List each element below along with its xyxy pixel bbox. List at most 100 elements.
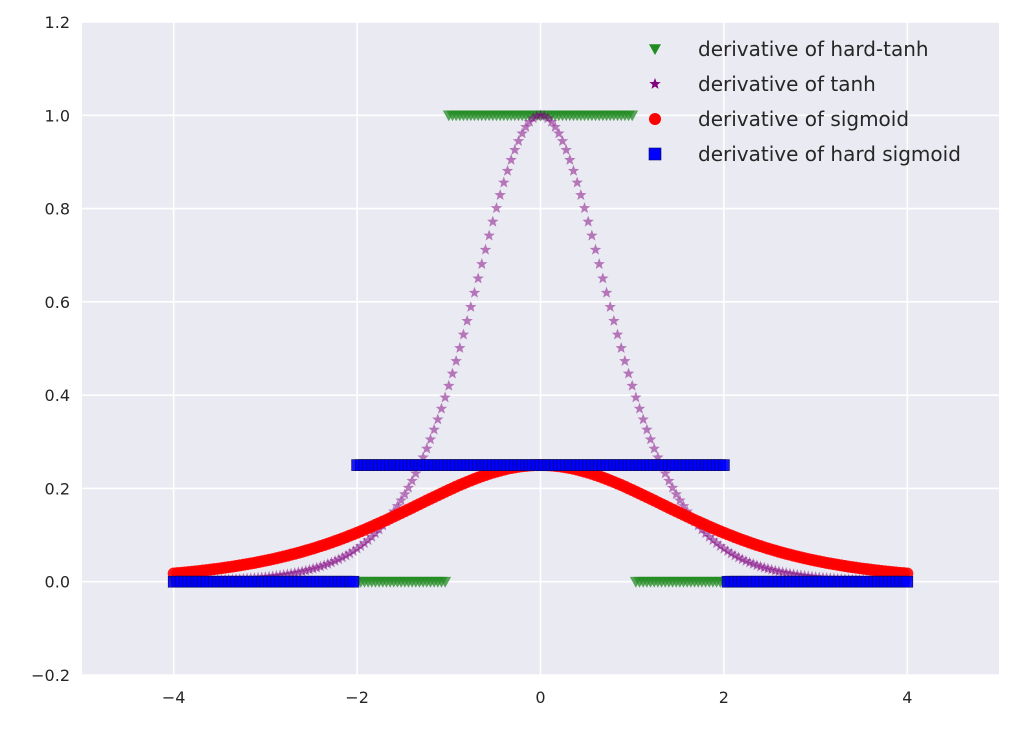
data-point — [391, 500, 404, 511]
data-point — [457, 328, 470, 340]
data-point — [520, 121, 532, 132]
grid — [82, 21, 999, 676]
data-point — [432, 413, 444, 425]
y-tick-label: 0.2 — [45, 479, 70, 498]
data-point — [677, 500, 690, 511]
data-point — [406, 474, 418, 486]
data-point — [652, 451, 664, 463]
data-marks — [167, 109, 914, 588]
data-point — [487, 215, 499, 227]
data-point — [428, 423, 440, 435]
data-point — [289, 567, 301, 578]
x-tick-label: 4 — [902, 688, 912, 707]
data-point — [395, 494, 407, 506]
x-tick-label: −2 — [345, 688, 369, 707]
data-point — [340, 549, 352, 561]
data-point — [703, 530, 715, 542]
data-point — [336, 551, 349, 563]
data-point — [344, 547, 356, 559]
y-tick-label: 0.0 — [45, 573, 70, 592]
tick-labels: −4 −2 0 2 4 −0.2 0.0 0.2 0.4 0.6 0.8 1.0 1.2 — [31, 13, 912, 707]
data-point — [593, 258, 605, 269]
data-point — [608, 314, 620, 326]
data-point — [399, 488, 411, 500]
data-point — [740, 555, 752, 566]
data-point — [333, 553, 345, 565]
data-point — [476, 258, 488, 269]
data-point — [659, 467, 671, 479]
data-point — [490, 202, 503, 214]
data-point — [531, 110, 543, 121]
data-point — [314, 560, 327, 572]
data-point — [498, 176, 510, 188]
data-point — [736, 553, 748, 565]
data-point — [674, 494, 686, 506]
data-point — [707, 534, 719, 546]
legend-marker — [649, 113, 661, 125]
data-point — [630, 391, 642, 403]
data-point — [424, 433, 437, 445]
data-point — [358, 537, 371, 549]
data-point — [270, 569, 283, 581]
data-point — [274, 569, 286, 581]
data-point — [325, 556, 338, 568]
data-point — [743, 556, 756, 568]
data-point — [509, 144, 521, 155]
data-point — [461, 314, 473, 326]
data-point — [589, 243, 602, 255]
data-point — [523, 115, 536, 127]
data-point — [318, 559, 330, 571]
data-point — [549, 121, 561, 132]
data-point — [443, 379, 455, 391]
legend-entry-label: derivative of tanh — [698, 72, 876, 96]
legend-marker — [649, 44, 661, 55]
data-point — [611, 328, 624, 340]
data-point — [501, 164, 514, 176]
data-point — [721, 545, 734, 557]
y-tick-label: 0.4 — [45, 386, 70, 405]
data-point — [619, 355, 631, 366]
x-tick-label: 0 — [535, 688, 545, 707]
data-point — [450, 355, 462, 366]
data-point — [278, 568, 290, 580]
data-point — [718, 542, 730, 554]
data-point — [355, 540, 367, 551]
data-point — [729, 549, 741, 561]
data-point — [527, 112, 539, 124]
data-point — [267, 570, 279, 582]
data-point — [615, 342, 627, 353]
data-point — [575, 189, 587, 200]
legend-marker — [648, 147, 662, 161]
data-point — [578, 202, 591, 214]
data-point — [366, 530, 378, 542]
x-tick-label: −4 — [162, 688, 186, 707]
data-point — [670, 488, 682, 500]
data-point — [292, 566, 305, 578]
data-point — [512, 135, 525, 147]
data-point — [597, 272, 609, 284]
data-point — [732, 551, 745, 563]
data-point — [564, 153, 576, 165]
data-point — [362, 534, 374, 546]
data-point — [303, 563, 316, 575]
data-point — [468, 286, 481, 298]
data-point — [505, 153, 517, 165]
series-3 — [167, 459, 914, 588]
data-point — [666, 481, 679, 493]
data-point — [901, 575, 914, 588]
data-point — [637, 413, 649, 425]
data-point — [626, 110, 639, 122]
data-point — [600, 286, 613, 298]
y-tick-label: 0.8 — [45, 200, 70, 219]
data-point — [663, 474, 675, 486]
data-point — [281, 568, 294, 580]
data-point — [633, 402, 646, 414]
data-point — [369, 527, 382, 539]
data-point — [626, 379, 638, 391]
data-point — [417, 451, 429, 463]
data-point — [553, 127, 565, 139]
data-point — [483, 229, 495, 241]
data-point — [644, 433, 657, 445]
